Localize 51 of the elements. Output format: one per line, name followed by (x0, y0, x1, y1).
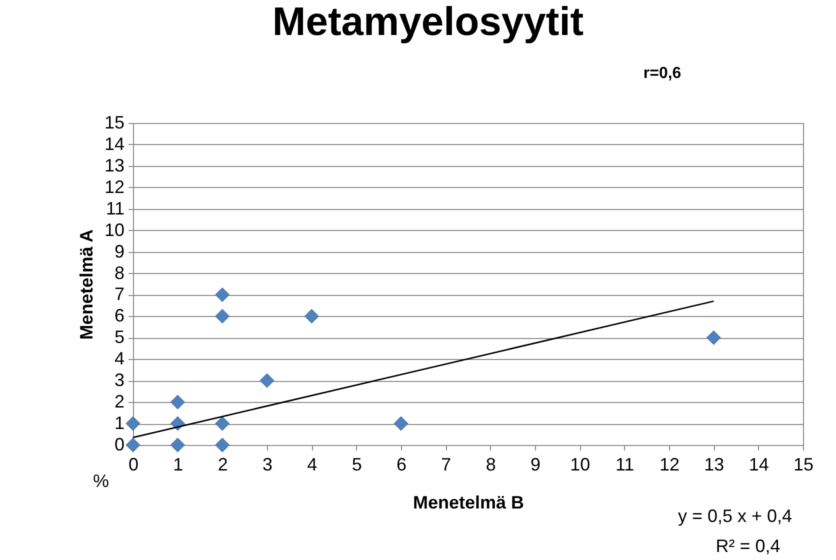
x-tick-label: 1 (173, 454, 184, 474)
text: R² = 0,4 (716, 536, 780, 556)
x-tick-label: 12 (659, 454, 680, 474)
x-tick-label: 11 (615, 454, 634, 474)
point (304, 308, 319, 324)
y-axis-title: Menetelmä A (76, 229, 96, 340)
y-tick-label: 11 (106, 198, 124, 218)
y-tick-label: 13 (104, 155, 124, 176)
text: % (92, 471, 110, 491)
point (170, 438, 185, 452)
point (215, 287, 230, 302)
x-tick-label: 6 (396, 454, 407, 474)
y-tick-label: 15 (104, 112, 124, 132)
point (215, 308, 230, 324)
y-tick-label: 0 (114, 434, 124, 454)
point (215, 416, 230, 431)
chart-title: Metamyelosyytit (272, 0, 584, 44)
x-tick-label: 0 (128, 454, 139, 474)
point (215, 438, 230, 452)
text: r=0,6 (643, 65, 682, 82)
point (126, 438, 140, 452)
x-tick-label: 5 (352, 454, 362, 474)
x-tick-label: 3 (262, 454, 273, 474)
x-tick-label: 15 (793, 454, 814, 474)
x-tick-label: 7 (441, 454, 452, 474)
y-tick-label: 2 (114, 392, 124, 412)
point (170, 394, 185, 410)
x-tick-label: 8 (486, 454, 496, 474)
y-tick-label: 6 (114, 306, 124, 326)
x-tick-label: 2 (218, 454, 228, 474)
y-tick-label: 5 (114, 327, 124, 348)
x-tick-label: 13 (704, 454, 724, 474)
y-tick-label: 9 (114, 241, 124, 262)
x-axis-title: Menetelmä B (412, 492, 524, 512)
x-tick-label: 4 (307, 454, 318, 474)
y-tick-label: 3 (114, 370, 124, 390)
text: y = 0,5 x + 0,4 (678, 506, 792, 526)
y-tick-label: 14 (104, 134, 124, 154)
point (394, 416, 408, 431)
y-tick-label: 1 (114, 413, 124, 434)
x-tick-label: 9 (530, 454, 541, 474)
point (126, 416, 140, 431)
y-tick-label: 4 (114, 348, 124, 369)
y-tick-label: 12 (104, 176, 124, 197)
x-tick-label: 14 (748, 454, 769, 474)
point (260, 373, 274, 388)
x-tick-label: 10 (570, 454, 590, 474)
point (706, 330, 721, 345)
y-tick-label: 8 (114, 262, 124, 283)
y-tick-label: 10 (104, 220, 124, 240)
y-tick-label: 7 (114, 284, 124, 304)
